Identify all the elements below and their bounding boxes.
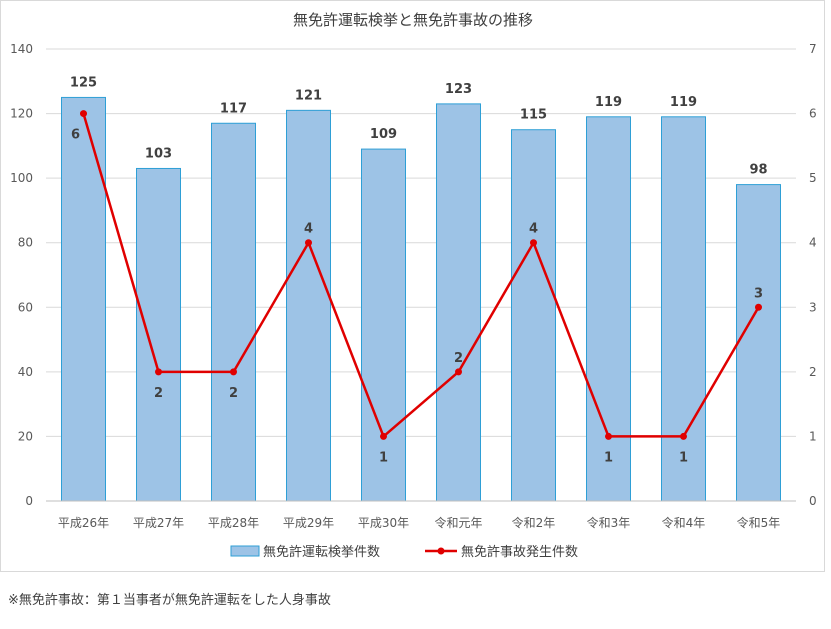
line-point xyxy=(605,432,612,440)
y2-tick-label: 3 xyxy=(809,300,817,314)
line-data-label: 6 xyxy=(71,128,80,143)
line-data-label: 3 xyxy=(754,286,763,301)
data-labels: 125 103 117 121 109 123 115 119 119 98 6 2 2 4 1 2 4 1 1 3 xyxy=(70,75,768,465)
bar-series xyxy=(61,96,781,502)
line-point xyxy=(530,239,537,247)
line-point xyxy=(305,239,312,247)
x-tick-label: 平成27年 xyxy=(133,516,184,530)
bar xyxy=(211,122,256,502)
y2-tick-label: 1 xyxy=(809,429,817,443)
y-tick-label: 80 xyxy=(18,236,33,250)
line-data-label: 2 xyxy=(229,386,238,401)
x-tick-label: 平成28年 xyxy=(208,516,259,530)
line-data-label: 2 xyxy=(454,351,463,366)
line-data-label: 2 xyxy=(154,386,163,401)
bar-data-label: 115 xyxy=(520,108,547,123)
bar-data-label: 123 xyxy=(445,82,472,97)
line-path xyxy=(82,113,760,438)
y-tick-label: 100 xyxy=(10,171,33,185)
y2-tick-label: 6 xyxy=(809,107,817,121)
line-point xyxy=(680,432,687,440)
line-data-label: 1 xyxy=(604,450,613,465)
x-tick-label: 平成26年 xyxy=(58,516,109,530)
bar xyxy=(136,167,181,502)
bar-data-label: 98 xyxy=(749,163,767,178)
bar-data-label: 103 xyxy=(145,146,172,161)
bar xyxy=(661,116,706,502)
bar-data-label: 121 xyxy=(295,88,322,103)
y2-tick-label: 2 xyxy=(809,365,817,379)
legend-label-bar: 無免許運転検挙件数 xyxy=(263,545,380,560)
x-tick-label: 平成29年 xyxy=(283,516,334,530)
bar xyxy=(361,148,406,502)
line-data-label: 1 xyxy=(679,450,688,465)
line-data-label: 1 xyxy=(379,450,388,465)
footnote: ※無免許事故：第１当事者が無免許運転をした人身事故 xyxy=(8,593,331,608)
line-point xyxy=(155,368,162,376)
y-tick-label: 40 xyxy=(18,365,33,379)
line-series xyxy=(80,110,762,440)
legend-label-line: 無免許事故発生件数 xyxy=(461,545,578,560)
y-tick-label: 20 xyxy=(18,429,33,443)
line-point xyxy=(380,432,387,440)
bar-data-label: 119 xyxy=(670,95,697,110)
legend-swatch-bar xyxy=(230,545,260,557)
bar xyxy=(586,116,631,502)
chart-frame: 125 103 117 121 109 123 115 119 119 98 6 2 2 4 1 2 4 1 1 3 … xyxy=(0,0,825,572)
bar xyxy=(286,109,331,502)
y2-tick-label: 5 xyxy=(809,171,817,185)
line-point xyxy=(230,368,237,376)
y2-tick-label: 4 xyxy=(809,236,817,250)
line-data-label: 4 xyxy=(304,222,313,237)
legend-swatch-marker xyxy=(437,547,445,555)
bar xyxy=(61,96,106,502)
legend: 無免許運転検挙件数 無免許事故発生件数 xyxy=(230,545,578,560)
bar-data-label: 125 xyxy=(70,75,97,90)
x-tick-label: 令和5年 xyxy=(737,515,781,530)
line-point xyxy=(455,368,462,376)
x-tick-label: 令和元年 xyxy=(434,515,482,530)
y-tick-label: 60 xyxy=(18,300,33,314)
bar-data-label: 119 xyxy=(595,95,622,110)
y-tick-label: 0 xyxy=(25,494,33,508)
x-tick-label: 令和4年 xyxy=(662,515,706,530)
bar xyxy=(736,184,781,502)
x-tick-label: 令和2年 xyxy=(512,515,556,530)
line-point xyxy=(80,110,87,118)
y-tick-label: 140 xyxy=(10,42,33,56)
x-tick-label: 令和3年 xyxy=(587,515,631,530)
y2-tick-label: 7 xyxy=(809,42,817,56)
chart-title: 無免許運転検挙と無免許事故の推移 xyxy=(293,11,533,29)
y-tick-label: 120 xyxy=(10,107,33,121)
line-data-label: 4 xyxy=(529,222,538,237)
y2-tick-label: 0 xyxy=(809,494,817,508)
bar xyxy=(511,129,556,502)
bar-data-label: 109 xyxy=(370,127,397,142)
bar-data-label: 117 xyxy=(220,101,247,116)
bar xyxy=(436,103,481,502)
line-point xyxy=(755,303,762,311)
x-tick-label: 平成30年 xyxy=(358,516,409,530)
